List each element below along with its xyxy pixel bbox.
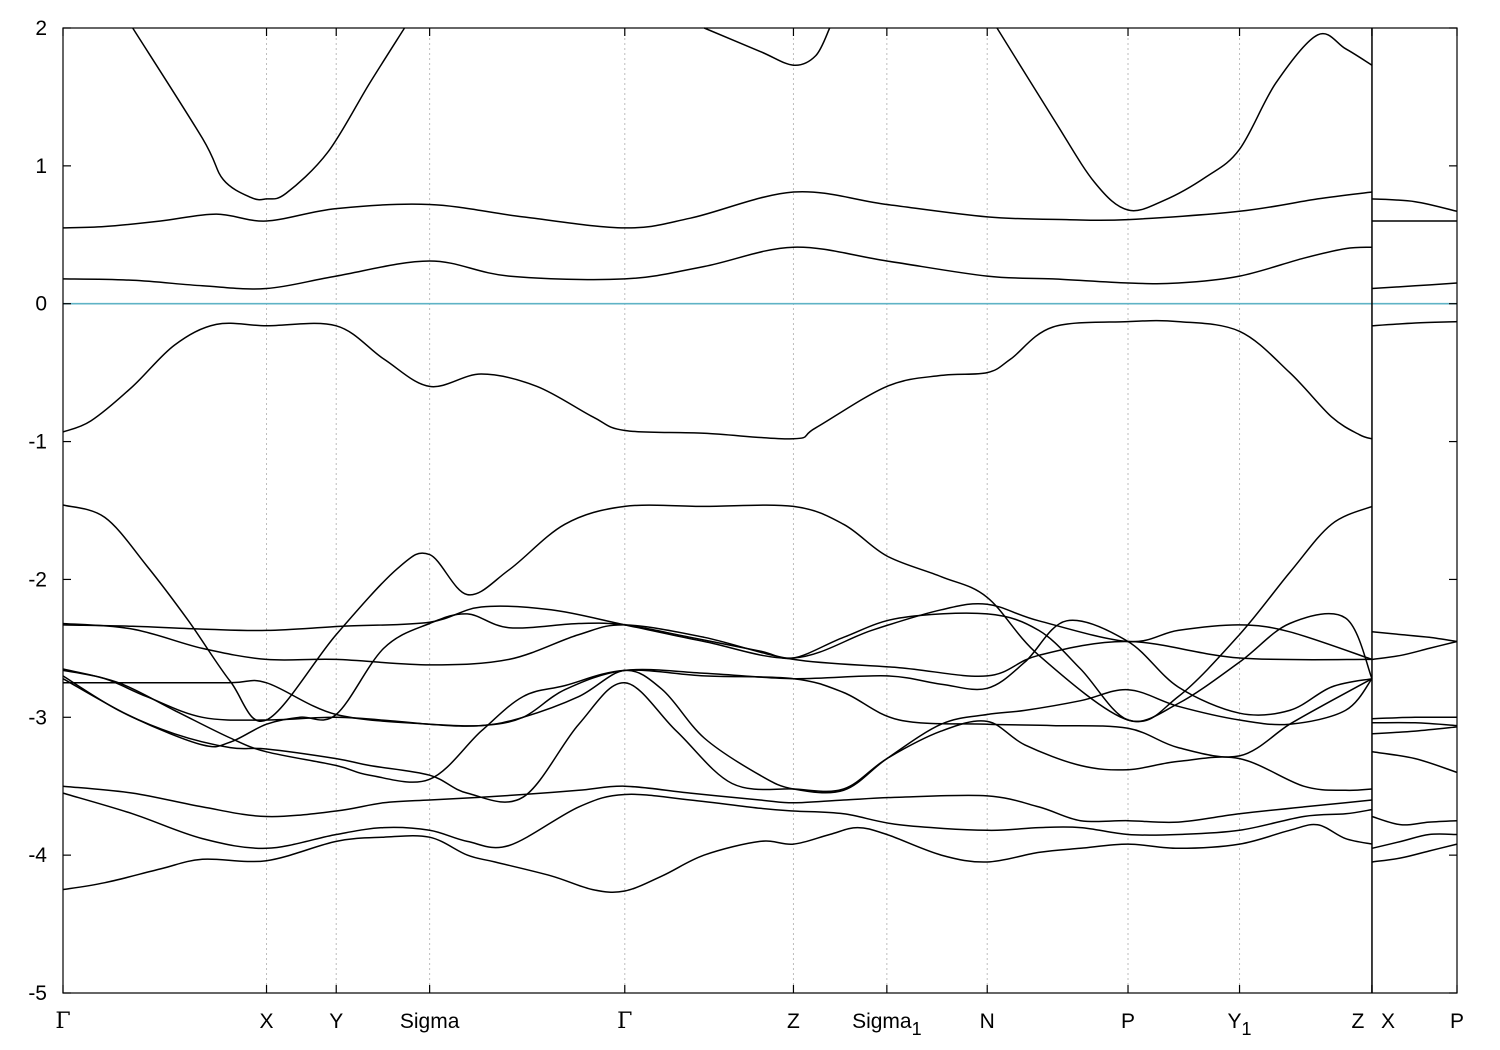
y-tick-label-4: -2	[28, 568, 47, 591]
band-24	[1371, 721, 1458, 727]
band-2	[996, 27, 1373, 212]
band-28	[1371, 833, 1458, 850]
y-axis-ticks: 2 1 0 -1 -2 -3 -4 -5	[28, 17, 1457, 1005]
kpoint-label-12: P	[1450, 1010, 1464, 1033]
band-7	[62, 602, 1373, 661]
band-8	[62, 622, 1373, 678]
band-16	[62, 823, 1373, 893]
band-17	[1371, 198, 1458, 213]
kpoint-subscript-6: 1	[912, 1019, 922, 1039]
kpoint-label-2: Y	[329, 1010, 343, 1033]
band-13	[62, 612, 1373, 748]
kpoint-gridlines	[266, 28, 1241, 993]
band-29	[1371, 843, 1458, 863]
band-27	[1371, 815, 1458, 826]
band-23	[1371, 716, 1458, 720]
kpoint-label-4: Γ	[617, 1009, 632, 1034]
band-20	[1371, 320, 1458, 327]
band-11	[62, 669, 1373, 794]
band-12	[62, 675, 1373, 803]
y-tick-label-0: 2	[35, 17, 47, 40]
y-tick-label-7: -5	[28, 982, 47, 1005]
kpoint-label-7: N	[980, 1010, 995, 1033]
y-tick-label-1: 1	[35, 155, 47, 178]
y-tick-label-3: -1	[28, 431, 47, 454]
band-10	[62, 668, 1373, 783]
band-3	[62, 190, 1373, 229]
band-6	[62, 504, 1373, 723]
band-4	[62, 246, 1373, 290]
y-tick-label-6: -4	[28, 844, 47, 867]
band-14	[62, 785, 1373, 824]
kpoint-label-6: Sigma1	[852, 1010, 922, 1039]
y-tick-label-2: 0	[35, 293, 47, 316]
band-26	[1371, 751, 1458, 774]
y-tick-label-5: -3	[28, 706, 47, 729]
kpoint-label-5: Z	[787, 1010, 800, 1033]
band-lines	[62, 27, 1458, 893]
band-0	[132, 27, 406, 201]
band-1	[703, 27, 831, 66]
kpoint-label-3: Sigma	[400, 1010, 460, 1033]
kpoint-subscript-9: 1	[1242, 1019, 1252, 1039]
band-5	[62, 319, 1373, 440]
kpoint-label-10: Z	[1352, 1010, 1365, 1033]
band-9	[63, 619, 1373, 727]
band-15	[62, 792, 1373, 850]
band-22	[1371, 640, 1458, 661]
kpoint-label-0: Γ	[55, 1009, 70, 1034]
band-21	[1371, 631, 1458, 643]
kpoint-label-8: P	[1121, 1010, 1135, 1033]
kpoint-label-1: X	[260, 1010, 274, 1033]
band-25	[1371, 726, 1458, 735]
kpoint-label-11: X	[1381, 1010, 1395, 1033]
kpoint-label-9: Y1	[1228, 1010, 1252, 1039]
plot-frame	[62, 27, 1458, 994]
band-19	[1371, 282, 1458, 290]
